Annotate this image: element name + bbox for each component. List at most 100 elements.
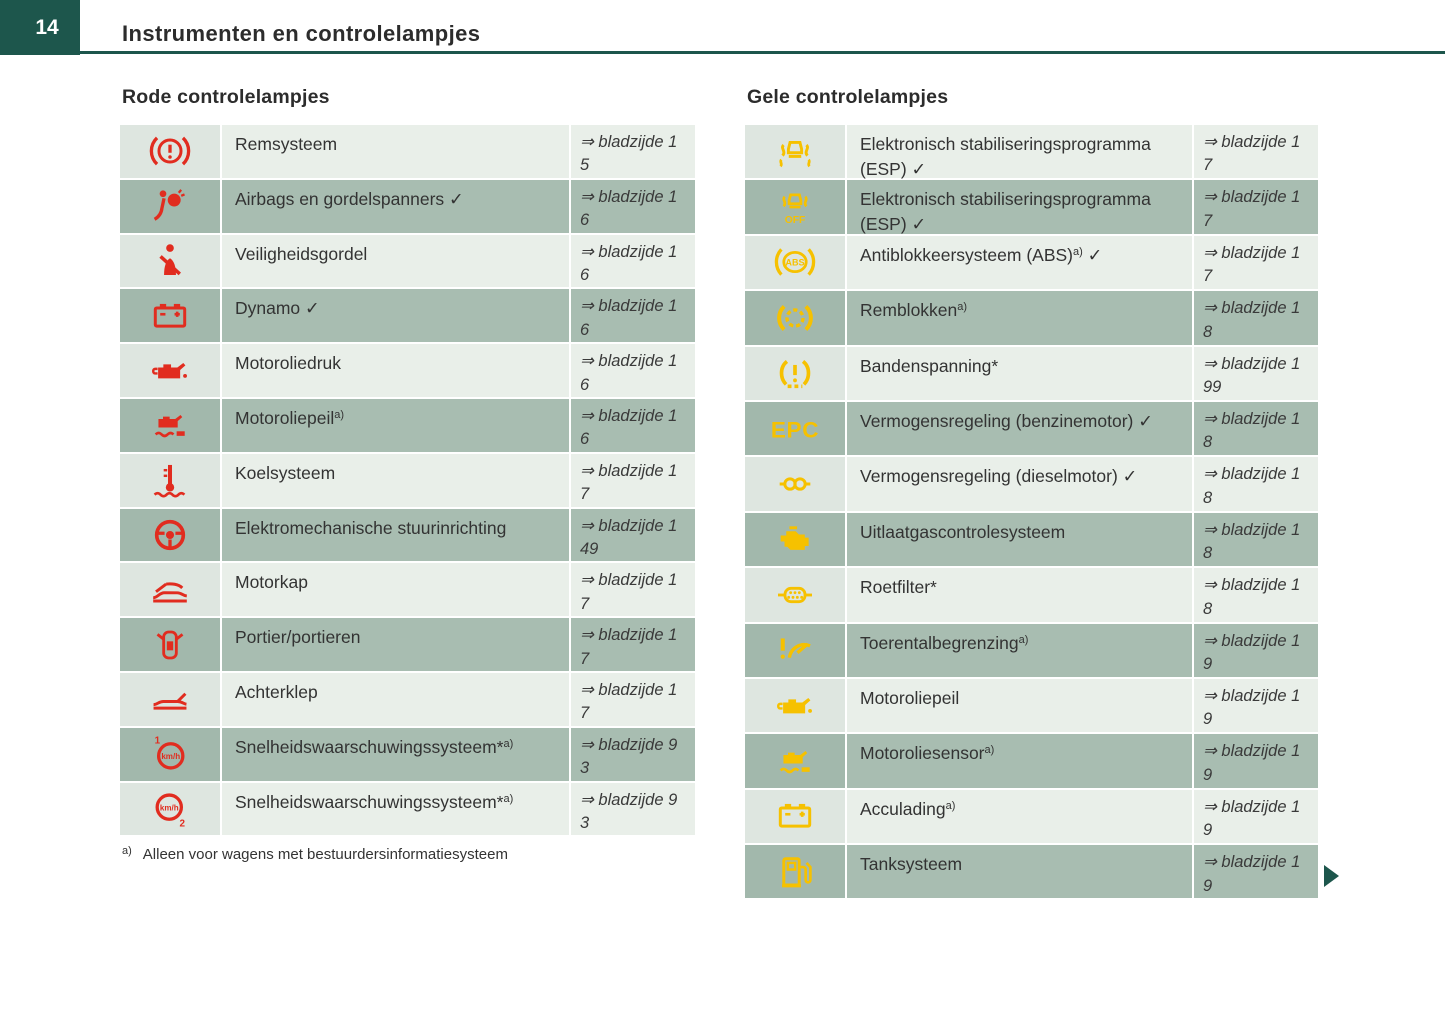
coolant-icon bbox=[120, 453, 220, 507]
tailgate-icon bbox=[120, 672, 220, 726]
next-page-arrow-icon bbox=[1324, 865, 1339, 887]
indicator-row: Acculadinga) ⇒ bladzijde 1 9 bbox=[745, 789, 1318, 844]
page-reference: ⇒ bladzijde 1 9 bbox=[1194, 678, 1318, 733]
indicator-label: Tanksysteem bbox=[847, 845, 1192, 899]
indicator-label: Elektromechanische stuurinrichting bbox=[222, 508, 569, 562]
indicator-label: Dynamo ✓ bbox=[222, 289, 569, 343]
indicator-label: Antiblokkeersysteem (ABS)a) ✓ bbox=[847, 235, 1192, 290]
seatbelt-icon bbox=[120, 234, 220, 288]
indicator-row: km/h 1 Snelheidswaarschuwingssysteem*a) ⇒ b… bbox=[120, 727, 695, 781]
indicator-row: Remblokkena) ⇒ bladzijde 1 8 bbox=[745, 291, 1318, 345]
indicator-label: Remblokkena) bbox=[847, 291, 1192, 345]
page-reference: ⇒ bladzijde 1 6 bbox=[571, 398, 695, 452]
page-title: Instrumenten en controlelampjes bbox=[122, 21, 481, 46]
indicator-row: Motoroliedruk ⇒ bladzijde 1 6 bbox=[120, 344, 695, 397]
esp-icon bbox=[745, 125, 845, 179]
page-reference: ⇒ bladzijde 1 6 bbox=[571, 289, 695, 343]
steering-wheel-icon bbox=[120, 508, 220, 562]
indicator-row: EPC Vermogensregeling (benzinemotor) ✓ ⇒ b… bbox=[745, 401, 1318, 456]
page-reference: ⇒ bladzijde 1 6 bbox=[571, 179, 695, 233]
indicator-label: Airbags en gordelspanners ✓ bbox=[222, 179, 569, 233]
indicator-row: Motoroliepeila) ⇒ bladzijde 1 6 bbox=[120, 398, 695, 452]
page-reference: ⇒ bladzijde 1 6 bbox=[571, 344, 695, 397]
svg-text:km/h: km/h bbox=[160, 803, 179, 812]
airbag-icon bbox=[120, 179, 220, 233]
page-reference: ⇒ bladzijde 1 7 bbox=[571, 563, 695, 617]
indicator-row: Bandenspanning* ⇒ bladzijde 1 99 bbox=[745, 346, 1318, 400]
indicator-label: Remsysteem bbox=[222, 125, 569, 178]
indicator-row: Uitlaatgascontrolesysteem ⇒ bladzijde 1 8 bbox=[745, 512, 1318, 567]
page-reference: ⇒ bladzijde 1 7 bbox=[571, 453, 695, 507]
yellow-lights-heading: Gele controlelampjes bbox=[747, 86, 949, 108]
footnote: a) Alleen voor wagens met bestuurdersinfo… bbox=[122, 845, 508, 863]
indicator-row: Tanksysteem ⇒ bladzijde 1 9 bbox=[745, 845, 1318, 899]
indicator-row: OFF Elektronisch stabiliseringsprogramma … bbox=[745, 180, 1318, 234]
epc-icon: EPC bbox=[745, 401, 845, 456]
indicator-label: Snelheidswaarschuwingssysteem*a) bbox=[222, 782, 569, 836]
indicator-row: Veiligheidsgordel ⇒ bladzijde 1 6 bbox=[120, 234, 695, 288]
page-reference: ⇒ bladzijde 1 9 bbox=[1194, 734, 1318, 788]
oil-level-icon bbox=[745, 734, 845, 788]
indicator-label: Elektronisch stabiliseringsprogramma (ES… bbox=[847, 125, 1192, 179]
indicator-label: Roetfilter* bbox=[847, 568, 1192, 622]
page-reference: ⇒ bladzijde 1 5 bbox=[571, 125, 695, 178]
indicator-row: Elektronisch stabiliseringsprogramma (ES… bbox=[745, 125, 1318, 179]
page-reference: ⇒ bladzijde 1 7 bbox=[1194, 235, 1318, 290]
indicator-row: Motoroliesensora) ⇒ bladzijde 1 9 bbox=[745, 734, 1318, 788]
red-lights-heading: Rode controlelampjes bbox=[122, 86, 330, 108]
footnote-text: Alleen voor wagens met bestuurdersinform… bbox=[142, 846, 508, 863]
engine-icon bbox=[745, 512, 845, 567]
oil-level-icon bbox=[120, 398, 220, 452]
svg-text:ABS: ABS bbox=[785, 258, 804, 268]
page-number-badge: 14 bbox=[0, 0, 80, 55]
page-reference: ⇒ bladzijde 1 8 bbox=[1194, 457, 1318, 511]
indicator-label: Toerentalbegrenzinga) bbox=[847, 623, 1192, 677]
indicator-label: Snelheidswaarschuwingssysteem*a) bbox=[222, 727, 569, 781]
indicator-label: Acculadinga) bbox=[847, 789, 1192, 844]
tyre-pressure-icon bbox=[745, 346, 845, 400]
indicator-row: Portier/portieren ⇒ bladzijde 1 7 bbox=[120, 618, 695, 671]
indicator-row: Toerentalbegrenzinga) ⇒ bladzijde 1 9 bbox=[745, 623, 1318, 677]
speed-warning-1-icon: km/h 1 bbox=[120, 727, 220, 781]
door-icon bbox=[120, 618, 220, 671]
oil-pressure-icon bbox=[120, 344, 220, 397]
indicator-row: Dynamo ✓ ⇒ bladzijde 1 6 bbox=[120, 289, 695, 343]
svg-text:km/h: km/h bbox=[161, 752, 180, 761]
page-reference: ⇒ bladzijde 1 7 bbox=[1194, 125, 1318, 179]
indicator-label: Vermogensregeling (benzinemotor) ✓ bbox=[847, 401, 1192, 456]
brake-pads-icon bbox=[745, 291, 845, 345]
svg-text:1: 1 bbox=[155, 736, 161, 747]
indicator-label: Veiligheidsgordel bbox=[222, 234, 569, 288]
page-reference: ⇒ bladzijde 9 3 bbox=[571, 727, 695, 781]
page-reference: ⇒ bladzijde 1 8 bbox=[1194, 568, 1318, 622]
page-reference: ⇒ bladzijde 1 9 bbox=[1194, 623, 1318, 677]
bonnet-icon bbox=[120, 563, 220, 617]
indicator-row: Motoroliepeil ⇒ bladzijde 1 9 bbox=[745, 678, 1318, 733]
indicator-row: Remsysteem ⇒ bladzijde 1 5 bbox=[120, 125, 695, 178]
speed-warning-2-icon: km/h 2 bbox=[120, 782, 220, 836]
indicator-row: Vermogensregeling (dieselmotor) ✓ ⇒ bladz… bbox=[745, 457, 1318, 511]
indicator-row: Achterklep ⇒ bladzijde 1 7 bbox=[120, 672, 695, 726]
indicator-label: Vermogensregeling (dieselmotor) ✓ bbox=[847, 457, 1192, 511]
page-reference: ⇒ bladzijde 9 3 bbox=[571, 782, 695, 836]
page-reference: ⇒ bladzijde 1 7 bbox=[1194, 180, 1318, 234]
page-reference: ⇒ bladzijde 1 49 bbox=[571, 508, 695, 562]
abs-icon: ABS bbox=[745, 235, 845, 290]
battery-icon bbox=[120, 289, 220, 343]
indicator-row: Airbags en gordelspanners ✓ ⇒ bladzijde 1… bbox=[120, 179, 695, 233]
indicator-label: Motoroliepeila) bbox=[222, 398, 569, 452]
indicator-row: Motorkap ⇒ bladzijde 1 7 bbox=[120, 563, 695, 617]
indicator-row: km/h 2 Snelheidswaarschuwingssysteem*a) ⇒ b… bbox=[120, 782, 695, 836]
esp-off-icon: OFF bbox=[745, 180, 845, 234]
red-lights-table: Remsysteem ⇒ bladzijde 1 5 Airbags en gord… bbox=[120, 125, 695, 837]
page-reference: ⇒ bladzijde 1 9 bbox=[1194, 789, 1318, 844]
rev-limit-icon bbox=[745, 623, 845, 677]
page-reference: ⇒ bladzijde 1 9 bbox=[1194, 845, 1318, 899]
oil-pressure-icon bbox=[745, 678, 845, 733]
page-reference: ⇒ bladzijde 1 8 bbox=[1194, 401, 1318, 456]
page-reference: ⇒ bladzijde 1 7 bbox=[571, 618, 695, 671]
indicator-label: Motoroliepeil bbox=[847, 678, 1192, 733]
indicator-label: Uitlaatgascontrolesysteem bbox=[847, 512, 1192, 567]
indicator-row: ABS Antiblokkeersysteem (ABS)a) ✓ ⇒ bladzi… bbox=[745, 235, 1318, 290]
yellow-lights-table: Elektronisch stabiliseringsprogramma (ES… bbox=[745, 125, 1318, 900]
